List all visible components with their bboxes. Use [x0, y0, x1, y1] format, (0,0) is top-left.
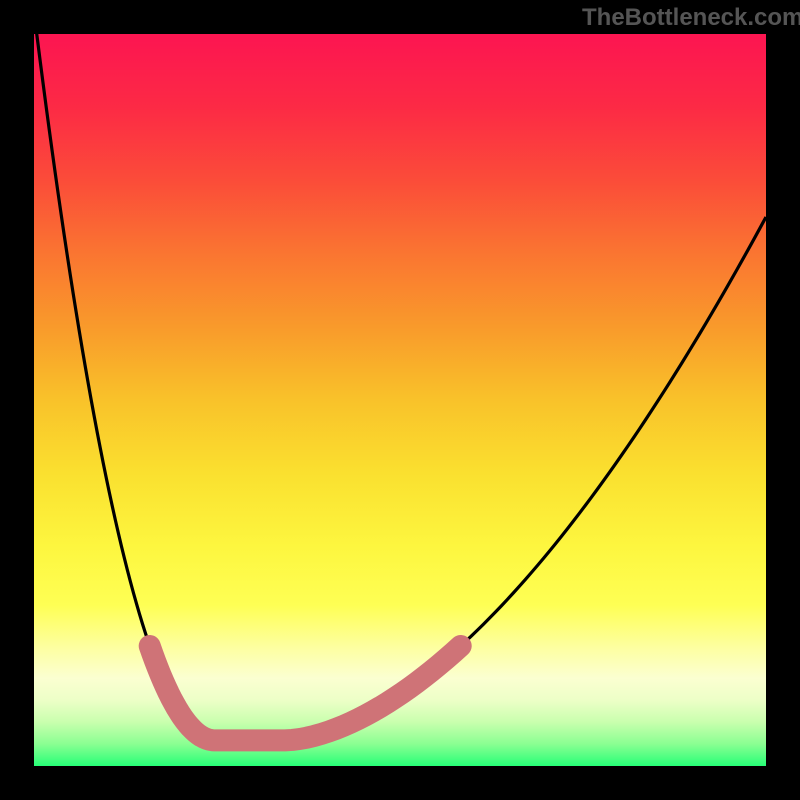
bottleneck-curve — [34, 34, 766, 740]
pink-valley-band — [150, 646, 461, 740]
chart-inner — [34, 34, 766, 766]
chart-svg — [34, 34, 766, 766]
watermark-text: TheBottleneck.com — [582, 4, 800, 32]
